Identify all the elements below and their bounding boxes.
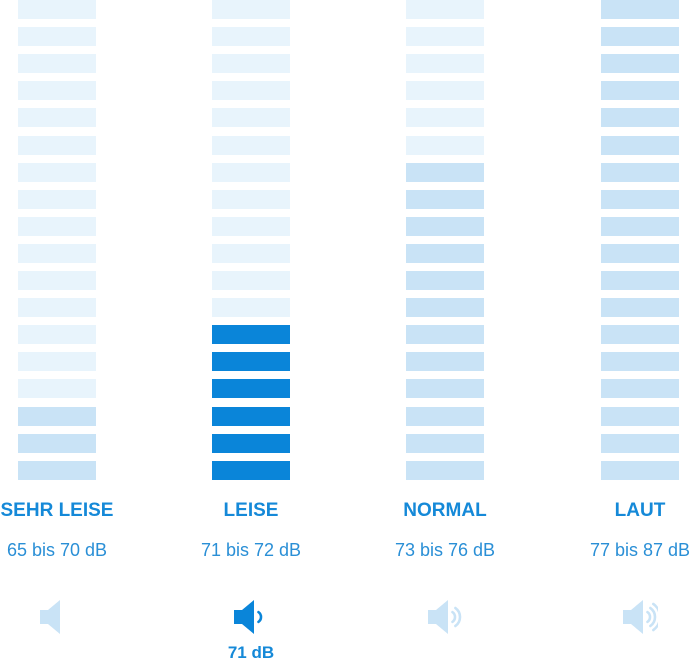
level-segment-filled <box>601 216 679 236</box>
level-segment-filled <box>601 81 679 101</box>
level-segment-empty <box>18 81 96 101</box>
level-segment-empty <box>18 0 96 19</box>
level-segment-empty <box>18 162 96 182</box>
level-bars <box>212 0 290 480</box>
level-segment-empty <box>212 189 290 209</box>
level-segment-empty <box>406 54 484 74</box>
level-segment-empty <box>212 0 290 19</box>
level-segment-empty <box>406 135 484 155</box>
level-segment-filled <box>601 0 679 19</box>
level-segment-filled <box>601 108 679 128</box>
level-segment-empty <box>18 271 96 290</box>
level-segment-filled <box>212 433 290 453</box>
level-segment-filled <box>406 162 484 182</box>
level-segment-filled <box>601 271 679 290</box>
level-segment-empty <box>18 135 96 155</box>
level-segment-empty <box>406 108 484 128</box>
level-segment-filled <box>406 298 484 318</box>
level-segment-filled <box>212 352 290 372</box>
level-column-laut: LAUT 77 bis 87 dB <box>590 0 690 661</box>
level-segment-filled <box>601 298 679 318</box>
level-segment-empty <box>406 81 484 101</box>
level-segment-filled <box>406 189 484 209</box>
level-segment-filled <box>601 406 679 426</box>
level-segment-filled <box>18 460 96 480</box>
level-segment-empty <box>212 162 290 182</box>
level-segment-filled <box>601 162 679 182</box>
level-range: 73 bis 76 dB <box>394 540 496 560</box>
level-segment-filled <box>212 406 290 426</box>
level-column-sehr-leise: SEHR LEISE 65 bis 70 dB <box>1 0 113 661</box>
level-segment-filled <box>601 135 679 155</box>
level-segment-filled <box>406 379 484 399</box>
level-segment-empty <box>212 81 290 101</box>
level-segment-filled <box>212 460 290 480</box>
level-segment-filled <box>406 433 484 453</box>
level-segment-filled <box>406 406 484 426</box>
level-title: LEISE <box>223 500 279 521</box>
level-segment-empty <box>18 352 96 372</box>
level-title: NORMAL <box>403 500 487 521</box>
level-segment-filled <box>406 271 484 290</box>
level-title: SEHR LEISE <box>0 500 114 521</box>
level-segment-empty <box>212 135 290 155</box>
current-reading: 71 dB <box>227 643 275 662</box>
level-segment-empty <box>212 54 290 74</box>
speaker-icon <box>40 600 60 634</box>
level-segment-empty <box>212 271 290 290</box>
level-segment-filled <box>601 54 679 74</box>
level-segment-filled <box>18 433 96 453</box>
level-column-normal: NORMAL 73 bis 76 dB <box>395 0 495 661</box>
level-segment-filled <box>601 243 679 263</box>
level-segment-filled <box>406 460 484 480</box>
level-segment-empty <box>18 243 96 263</box>
speaker-icon <box>623 600 658 634</box>
level-segment-filled <box>601 433 679 453</box>
level-segment-empty <box>18 189 96 209</box>
level-segment-filled <box>212 379 290 399</box>
level-segment-filled <box>406 325 484 345</box>
level-segment-empty <box>406 27 484 47</box>
level-segment-empty <box>18 108 96 128</box>
level-title: LAUT <box>614 500 666 521</box>
level-bars <box>406 0 484 480</box>
level-segment-filled <box>406 352 484 372</box>
level-range: 71 bis 72 dB <box>200 540 302 560</box>
level-segment-filled <box>18 406 96 426</box>
level-segment-empty <box>212 298 290 318</box>
level-segment-empty <box>212 243 290 263</box>
level-segment-filled <box>601 379 679 399</box>
level-segment-filled <box>601 27 679 47</box>
level-segment-empty <box>406 0 484 19</box>
level-segment-filled <box>601 460 679 480</box>
level-segment-empty <box>18 298 96 318</box>
level-segment-empty <box>18 379 96 399</box>
level-segment-empty <box>212 108 290 128</box>
level-segment-filled <box>406 216 484 236</box>
speaker-icon <box>428 600 462 634</box>
level-segment-empty <box>18 325 96 345</box>
level-segment-empty <box>212 216 290 236</box>
level-segment-filled <box>601 352 679 372</box>
speaker-icon <box>234 600 263 634</box>
level-segment-empty <box>212 27 290 47</box>
level-column-leise: LEISE 71 bis 72 dB 71 dB <box>201 0 301 662</box>
level-bars <box>601 0 679 480</box>
level-segment-empty <box>18 54 96 74</box>
level-range: 65 bis 70 dB <box>6 540 108 560</box>
level-segment-empty <box>18 27 96 47</box>
level-bars <box>18 0 96 480</box>
level-segment-filled <box>406 243 484 263</box>
level-segment-filled <box>212 325 290 345</box>
level-segment-filled <box>601 325 679 345</box>
level-range: 77 bis 87 dB <box>589 540 691 560</box>
level-segment-empty <box>18 216 96 236</box>
level-segment-filled <box>601 189 679 209</box>
